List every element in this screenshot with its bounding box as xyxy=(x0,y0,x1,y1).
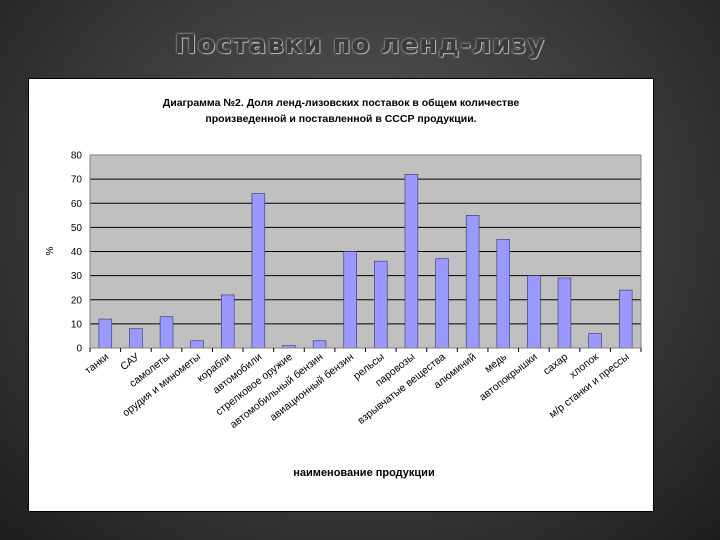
x-tick-label: сахар xyxy=(541,351,571,378)
bar xyxy=(527,275,541,349)
x-tick-label: автопокрышки xyxy=(477,351,540,404)
y-tick-label: 20 xyxy=(71,295,83,306)
bar xyxy=(465,215,480,349)
y-tick-label: 0 xyxy=(76,344,82,355)
chart-frame: Диаграмма №2. Доля ленд-лизовских постав… xyxy=(28,78,654,512)
y-tick-label: 60 xyxy=(71,199,83,210)
bar xyxy=(557,277,572,349)
y-tick-label: 40 xyxy=(71,247,83,258)
bar-chart: Диаграмма №2. Доля ленд-лизовских постав… xyxy=(45,97,642,479)
bar xyxy=(159,316,174,349)
bar xyxy=(588,333,602,349)
bar xyxy=(98,318,113,349)
bar xyxy=(435,258,449,349)
bar xyxy=(129,328,143,349)
x-tick-label: танки xyxy=(83,351,112,377)
chart-title-line2: произведенной и поставленной в СССР прод… xyxy=(205,113,476,125)
bar xyxy=(221,294,235,349)
bar xyxy=(190,340,204,349)
bar xyxy=(251,193,266,349)
x-axis-label: наименование продукции xyxy=(293,467,434,479)
y-tick-label: 70 xyxy=(71,175,83,186)
bars xyxy=(98,174,633,349)
bar xyxy=(404,174,419,349)
bar xyxy=(618,289,633,349)
y-tick-labels: 0 10 20 30 40 50 60 70 80 xyxy=(71,151,83,355)
chart-title-line1: Диаграмма №2. Доля ленд-лизовских постав… xyxy=(163,97,520,109)
y-tick-label: 10 xyxy=(71,319,83,330)
y-axis-label: % xyxy=(45,246,56,255)
bar xyxy=(343,251,357,349)
y-tick-label: 80 xyxy=(71,151,83,162)
y-tick-label: 50 xyxy=(71,223,83,234)
bar xyxy=(374,260,388,349)
bar xyxy=(496,239,510,349)
y-tick-label: 30 xyxy=(71,271,83,282)
bar xyxy=(312,340,327,349)
x-tick-label: САУ xyxy=(118,351,142,373)
axes xyxy=(89,154,642,352)
slide-title: Поставки по ленд-лизу xyxy=(174,30,546,60)
